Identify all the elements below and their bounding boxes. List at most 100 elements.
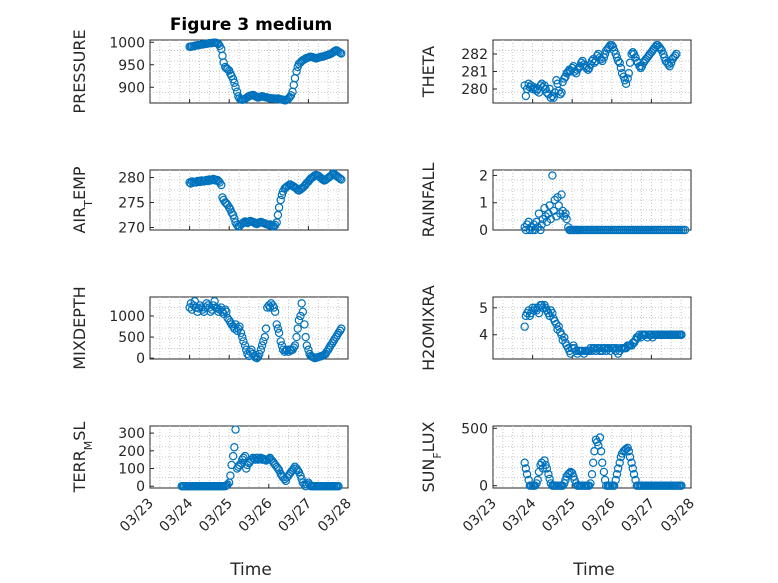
data-point [608,42,618,52]
data-point [239,337,248,346]
data-point [226,471,235,480]
x-tick-label: 03/25 [196,496,236,536]
data-point [272,320,281,329]
data-point [520,458,529,467]
data-point [590,58,599,67]
data-point [185,303,194,312]
data-point [571,69,581,78]
data-point [260,332,270,342]
y-tick-label: 1000 [109,309,145,325]
data-point [557,88,566,97]
x-axis-label-left: Time [229,560,272,580]
y-tick-label: 500 [461,421,488,437]
data-point [335,48,345,57]
y-tick-label: 0 [479,223,488,239]
data-point [337,324,346,333]
data-point [528,84,537,94]
data-point [595,433,605,442]
data-point [615,58,624,67]
y-tick-label: 200 [118,444,145,460]
data-point [238,332,247,342]
data-point [228,451,238,461]
x-tick-label: 03/27 [275,496,315,536]
figure-title: Figure 3 medium [170,15,332,35]
data-point [558,206,567,216]
data-point [292,67,301,76]
y-tick-label: 281 [461,65,488,81]
data-point [548,308,557,318]
data-point [629,470,639,479]
data-point [599,467,609,477]
y-axis-label: AIRTEMP [70,166,95,233]
panel-rainfall: 0 1 2 RAINFALL [419,163,692,239]
data-point [560,333,569,342]
data-point [248,453,258,463]
y-tick-label: 2 [479,168,488,184]
y-axis-label: THETA [419,46,438,98]
x-tick-label: 03/26 [579,495,619,535]
data-point [296,311,305,321]
data-point [621,79,631,88]
data-point [625,452,635,462]
data-point [335,174,345,183]
data-point [532,479,541,488]
data-point [613,464,623,473]
x-tick-label: 03/27 [618,496,658,536]
data-point [522,470,532,479]
data-point [536,225,545,235]
x-tick-label: 03/23 [460,496,500,536]
data-point [252,219,262,229]
data-point [337,175,346,184]
data-point [257,341,267,350]
data-point [334,328,343,338]
panel-mixdepth: 0 500 1000 MIXDEPTH [70,286,349,370]
panel-pressure: 900 950 1000 PRESSURE [70,29,349,114]
data-point [592,437,602,447]
data-point [532,86,541,95]
data-point [542,464,552,473]
data-point [561,209,570,218]
x-tick-label: 03/28 [315,496,355,536]
y-axis-label: PRESSURE [70,29,89,113]
data-point [294,315,304,325]
data-point [213,38,222,48]
data-point [276,195,285,205]
data-point [624,69,634,78]
data-point [612,470,622,479]
data-point [615,458,624,467]
data-point [276,337,285,346]
data-point [274,203,284,212]
y-axis-label: RAINFALL [419,163,438,238]
y-tick-label: 900 [118,80,145,96]
y-tick-label: 4 [479,328,488,344]
data-point [564,470,573,479]
data-point [300,320,309,329]
data-point [223,313,232,323]
data-point [587,56,597,66]
data-point [550,195,559,205]
x-tick-label: 03/26 [236,495,276,535]
data-point [240,451,250,461]
y-tick-label: 282 [461,47,488,63]
panel-sun-flux: 0 500 03/23 03/24 03/25 03/26 03/27 03/28 SUNFLU… [419,421,698,535]
data-point [557,330,566,339]
x-tick-label: 03/24 [500,495,540,535]
data-point [273,324,283,333]
data-point [217,180,226,190]
data-point [298,307,308,316]
data-point [266,299,276,308]
data-point [270,307,280,316]
data-point [228,74,238,84]
y-tick-label: 0 [136,479,145,495]
data-point [292,184,301,193]
y-tick-label: 5 [479,301,488,317]
data-point [540,456,549,465]
data-point [609,481,619,490]
panel-h2omixra: 4 5 H2OMIXRA [419,285,692,371]
data-point [337,49,346,58]
data-point [292,332,301,342]
panel-air-temp: 270 275 280 AIRTEMP [70,166,349,237]
data-point [677,481,686,490]
x-axis-label-right: Time [572,560,615,580]
